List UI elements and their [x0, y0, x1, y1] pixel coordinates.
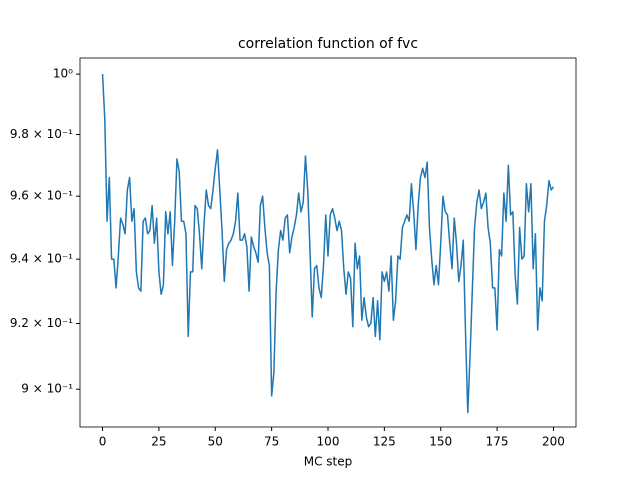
chart-title: correlation function of fvc [238, 36, 418, 52]
y-tick-label: 9.6 × 10⁻¹ [10, 189, 73, 203]
x-tick-label: 175 [486, 435, 509, 449]
x-tick-label: 150 [429, 435, 452, 449]
x-tick-label: 125 [373, 435, 396, 449]
x-tick-label: 50 [208, 435, 223, 449]
x-tick-label: 100 [317, 435, 340, 449]
x-tick-label: 25 [151, 435, 166, 449]
plot-frame [79, 57, 577, 428]
y-tick-label: 10⁰ [53, 67, 73, 81]
x-axis-label: MC step [304, 455, 353, 469]
y-tick-label: 9.4 × 10⁻¹ [10, 252, 73, 266]
y-tick-label: 9 × 10⁻¹ [21, 382, 73, 396]
x-tick-label: 200 [542, 435, 565, 449]
x-tick-label: 0 [99, 435, 107, 449]
y-tick-label: 9.8 × 10⁻¹ [10, 127, 73, 141]
y-tick-label: 9.2 × 10⁻¹ [10, 316, 73, 330]
data-line [101, 74, 555, 414]
x-tick-label: 75 [264, 435, 279, 449]
